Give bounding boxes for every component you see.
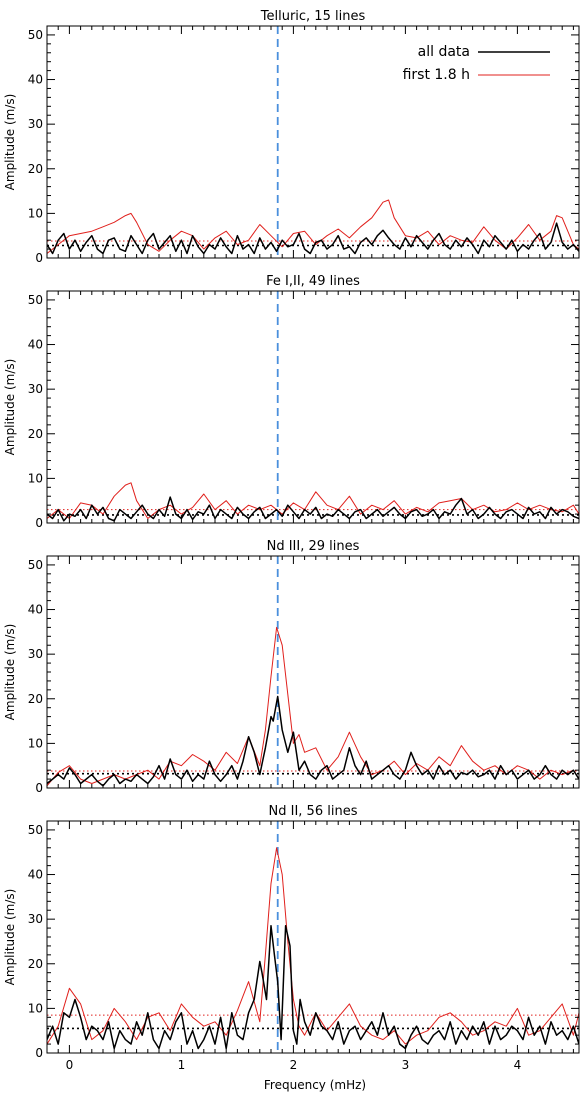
panel-title: Fe I,II, 49 lines [266,274,360,289]
plot-frame [46,290,580,524]
y-axis-label: Amplitude (m/s) [3,94,17,191]
y-tick-label: 0 [35,251,43,265]
series-first-1-8h [47,626,579,787]
y-tick-label: 20 [28,692,43,706]
y-tick-label: 0 [35,516,43,530]
panel-0: Telluric, 15 lines 0 10 20 30 40 50 Amplitude (… [3,9,580,265]
y-tick-label: 10 [28,736,43,750]
plot-frame [46,555,580,789]
y-tick-label: 30 [28,382,43,396]
y-tick-label: 20 [28,427,43,441]
series-all-data [47,496,579,522]
y-tick-label: 0 [35,781,43,795]
plot-area [47,26,579,258]
plot-frame [46,25,580,259]
y-tick-label: 30 [28,647,43,661]
y-axis-label: Amplitude (m/s) [3,889,17,986]
y-tick-label: 40 [28,338,43,352]
x-tick-label: 2 [290,1058,298,1072]
panel-3: Nd II, 56 lines 0 10 20 30 40 50 0 1 2 3 4 Amplitude… [3,804,580,1072]
plot-area [47,821,579,1053]
x-tick-label: 4 [514,1058,522,1072]
series-all-data [47,925,579,1050]
legend-label-all: all data [418,44,470,60]
y-tick-label: 50 [28,293,43,307]
y-tick-label: 20 [28,162,43,176]
y-tick-label: 10 [28,206,43,220]
y-tick-label: 30 [28,912,43,926]
x-axis-label: Frequency (mHz) [264,1078,366,1092]
y-tick-label: 10 [28,471,43,485]
panel-title: Nd II, 56 lines [269,804,358,819]
x-tick-label: 3 [402,1058,410,1072]
y-axis-label: Amplitude (m/s) [3,624,17,721]
legend-label-first: first 1.8 h [403,67,470,83]
y-tick-label: 50 [28,558,43,572]
panel-title: Nd III, 29 lines [267,539,360,554]
y-tick-label: 30 [28,117,43,131]
y-tick-label: 50 [28,823,43,837]
y-axis-label: Amplitude (m/s) [3,359,17,456]
y-tick-label: 50 [28,28,43,42]
plot-area [47,291,579,523]
y-tick-label: 40 [28,868,43,882]
x-tick-label: 1 [178,1058,186,1072]
panel-title: Telluric, 15 lines [260,9,366,24]
y-tick-label: 40 [28,603,43,617]
plot-area [47,556,579,788]
y-tick-label: 0 [35,1046,43,1060]
y-tick-label: 20 [28,957,43,971]
series-all-data [47,222,579,255]
series-all-data [47,695,579,787]
panel-2: Nd III, 29 lines 0 10 20 30 40 50 Amplitude (m/… [3,539,580,795]
x-tick-label: 0 [66,1058,74,1072]
y-tick-label: 40 [28,73,43,87]
series-first-1-8h [47,482,579,519]
panel-1: Fe I,II, 49 lines 0 10 20 30 40 50 Amplitude (m… [3,274,580,530]
y-tick-label: 10 [28,1001,43,1015]
